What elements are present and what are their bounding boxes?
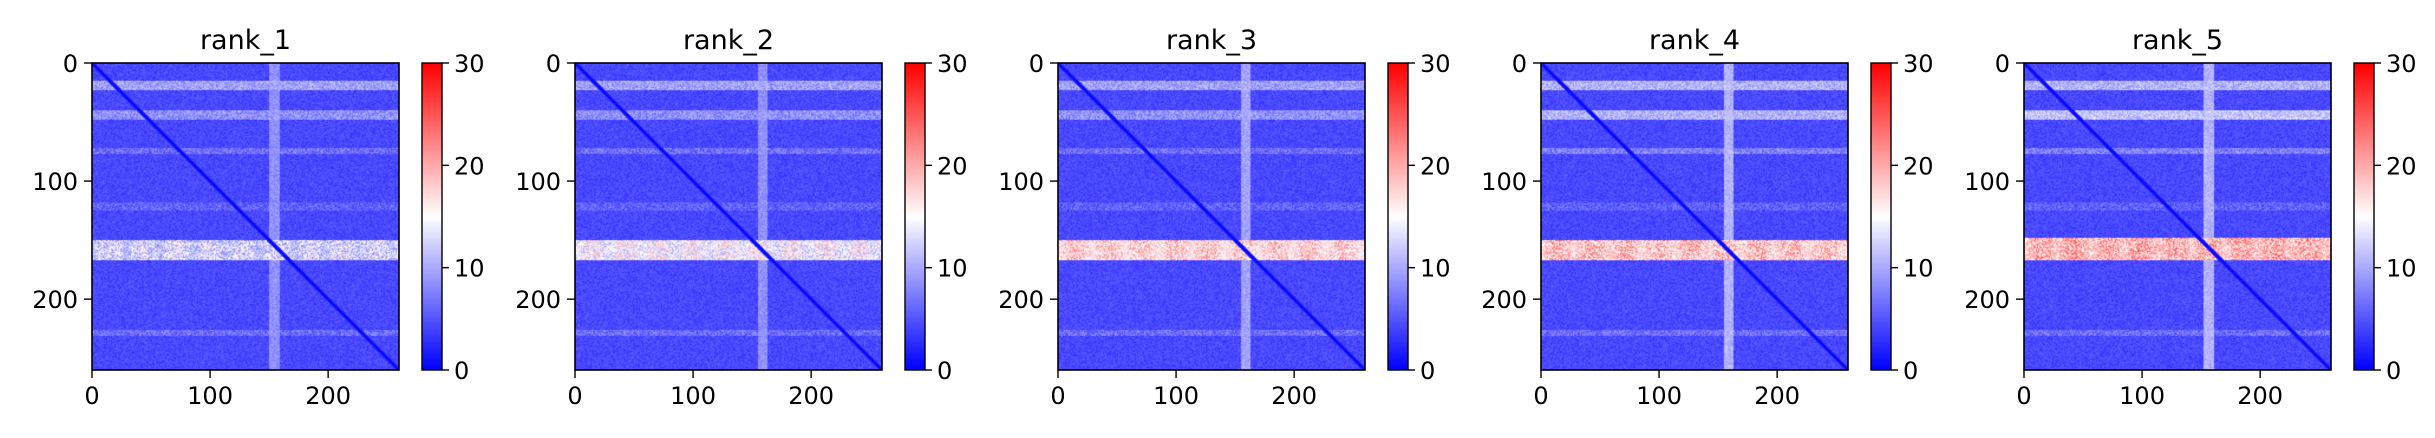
y-tick-label: 100	[1964, 168, 2010, 196]
x-tick-label: 200	[788, 382, 834, 410]
plot-frame	[1540, 62, 1849, 371]
colorbar-tick-label: 0	[1420, 357, 1435, 385]
colorbar-tick-label: 20	[937, 152, 968, 180]
colorbar-tick-label: 30	[937, 50, 968, 78]
heatmap-panel: rank_1 0 100 200 0 100 200 0 10 20 30	[32, 25, 484, 410]
x-tick-label: 0	[1533, 382, 1548, 410]
x-tick-label: 0	[567, 382, 582, 410]
heatmap-matrix	[92, 63, 399, 370]
colorbar-tick-label: 30	[454, 50, 485, 78]
heatmap-matrix	[1058, 63, 1365, 370]
y-tick-label: 200	[515, 286, 561, 314]
colorbar-tick-label: 30	[2386, 50, 2417, 78]
colorbar-tick-label: 0	[1903, 357, 1918, 385]
colorbar-tick-label: 10	[2386, 255, 2417, 283]
y-tick-label: 0	[1995, 50, 2010, 78]
heatmap-matrix	[2024, 63, 2331, 370]
x-tick-label: 0	[2016, 382, 2031, 410]
x-tick-label: 0	[84, 382, 99, 410]
plot-frame	[91, 62, 400, 371]
colorbar-tick-label: 20	[454, 152, 485, 180]
colorbar-tick-label: 20	[1903, 152, 1934, 180]
colorbar-tick-label: 10	[1420, 255, 1451, 283]
colorbar	[905, 63, 925, 370]
colorbar	[1871, 63, 1891, 370]
y-tick-label: 200	[32, 286, 78, 314]
x-tick-label: 200	[1271, 382, 1317, 410]
x-tick-label: 200	[305, 382, 351, 410]
y-tick-label: 100	[998, 168, 1044, 196]
colorbar-frame	[904, 62, 926, 371]
colorbar-tick-label: 20	[1420, 152, 1451, 180]
colorbar-tick-label: 0	[454, 357, 469, 385]
y-tick-label: 0	[1029, 50, 1044, 78]
colorbar-tick-label: 30	[1903, 50, 1934, 78]
heatmap-panel: rank_5 0 100 200 0 100 200 0 10 20 30	[1964, 25, 2416, 410]
panel-title: rank_5	[2132, 25, 2223, 56]
plot-frame	[574, 62, 883, 371]
y-tick-label: 200	[1481, 286, 1527, 314]
colorbar-frame	[1387, 62, 1409, 371]
y-tick-label: 200	[998, 286, 1044, 314]
colorbar	[2354, 63, 2374, 370]
colorbar	[1388, 63, 1408, 370]
heatmap-panel: rank_3 0 100 200 0 100 200 0 10 20 30	[998, 25, 1450, 410]
y-tick-label: 200	[1964, 286, 2010, 314]
x-tick-label: 0	[1050, 382, 1065, 410]
panel-title: rank_3	[1166, 25, 1257, 56]
colorbar-tick-label: 0	[2386, 357, 2401, 385]
plot-frame	[1057, 62, 1366, 371]
panel-title: rank_4	[1649, 25, 1740, 56]
x-tick-label: 100	[187, 382, 233, 410]
colorbar-frame	[421, 62, 443, 371]
heatmap-matrix	[1541, 63, 1848, 370]
y-tick-label: 0	[546, 50, 561, 78]
x-tick-label: 200	[1754, 382, 1800, 410]
x-tick-label: 100	[1636, 382, 1682, 410]
panel-title: rank_1	[200, 25, 291, 56]
colorbar-frame	[2353, 62, 2375, 371]
y-tick-label: 0	[63, 50, 78, 78]
x-tick-label: 200	[2237, 382, 2283, 410]
colorbar-frame	[1870, 62, 1892, 371]
colorbar-tick-label: 10	[937, 255, 968, 283]
colorbar-tick-label: 0	[937, 357, 952, 385]
colorbar-tick-label: 10	[1903, 255, 1934, 283]
heatmap-panel: rank_2 0 100 200 0 100 200 0 10 20 30	[515, 25, 967, 410]
x-tick-label: 100	[2119, 382, 2165, 410]
heatmap-matrix	[575, 63, 882, 370]
y-tick-label: 100	[515, 168, 561, 196]
y-tick-label: 100	[32, 168, 78, 196]
x-tick-label: 100	[670, 382, 716, 410]
colorbar-tick-label: 30	[1420, 50, 1451, 78]
colorbar-tick-label: 10	[454, 255, 485, 283]
heatmap-panel: rank_4 0 100 200 0 100 200 0 10 20 30	[1481, 25, 1933, 410]
colorbar-tick-label: 20	[2386, 152, 2417, 180]
y-tick-label: 100	[1481, 168, 1527, 196]
panel-title: rank_2	[683, 25, 774, 56]
colorbar	[422, 63, 442, 370]
x-tick-label: 100	[1153, 382, 1199, 410]
plot-frame	[2023, 62, 2332, 371]
y-tick-label: 0	[1512, 50, 1527, 78]
